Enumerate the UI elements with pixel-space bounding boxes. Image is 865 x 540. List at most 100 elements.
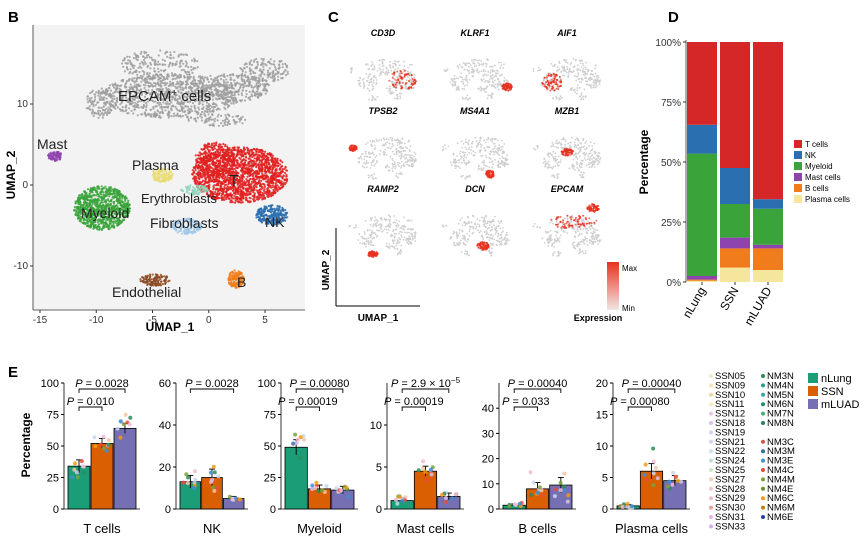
umap-cell-point (261, 155, 264, 158)
umap-cell-point (164, 52, 167, 55)
umap-cell-point (225, 187, 228, 190)
umap-cell-point (198, 82, 201, 85)
umap-cell-point (218, 180, 221, 183)
umap-cell-point (141, 77, 144, 80)
umap-cell-point (275, 164, 278, 167)
umap-cell-point (191, 173, 194, 176)
umap-cell-point (119, 222, 122, 225)
umap-cell-point (98, 97, 101, 100)
umap-cell-point (107, 225, 111, 228)
umap-cell-point (246, 175, 249, 178)
umap-cell-point (205, 107, 208, 110)
umap-cell-point (142, 63, 145, 66)
umap-cell-point (151, 88, 154, 92)
umap-cell-point (143, 50, 146, 53)
umap-cell-point (235, 98, 238, 101)
umap-cell-point (171, 90, 174, 93)
umap-cell-point (192, 95, 195, 99)
umap-cell-point (171, 174, 174, 177)
umap-cell-point (205, 101, 208, 104)
umap-cell-point (194, 169, 197, 172)
umap-cell-point (94, 201, 97, 204)
umap-cell-point (203, 110, 206, 113)
umap-cell-point (212, 110, 215, 113)
umap-cell-point (286, 70, 289, 73)
umap-cell-point (184, 53, 187, 56)
umap-cell-point (211, 176, 215, 179)
umap-cell-point (217, 124, 220, 127)
umap-cell-point (200, 187, 203, 190)
umap-cell-point (194, 231, 197, 234)
umap-cell-point (219, 167, 222, 170)
umap-cell-point (121, 59, 125, 62)
umap-cell-point (161, 112, 165, 115)
umap-cell-point (183, 92, 186, 95)
umap-cell-point (193, 59, 196, 62)
umap-cell-point (224, 163, 227, 166)
umap-cell-point (258, 197, 261, 200)
umap-cell-point (97, 195, 100, 198)
umap-cell-point (230, 73, 233, 76)
umap-cell-point (230, 153, 233, 156)
umap-cell-point (144, 62, 147, 65)
umap-cell-point (246, 199, 249, 203)
umap-cell-point (125, 96, 128, 99)
umap-cell-point (200, 116, 203, 119)
umap-cell-point (133, 84, 136, 87)
umap-cell-point (278, 63, 281, 66)
umap-cell-point (226, 81, 229, 84)
umap-cell-point (159, 96, 162, 99)
umap-cell-point (224, 118, 227, 122)
umap-cell-point (138, 76, 141, 79)
umap-cell-point (211, 113, 214, 116)
umap-cell-point (252, 163, 255, 166)
umap-cell-point (172, 105, 175, 108)
umap-cell-point (143, 78, 146, 81)
umap-cell-point (268, 162, 271, 165)
umap-cell-point (203, 173, 206, 176)
umap-cell-point (239, 196, 243, 200)
umap-cell-point (179, 75, 182, 78)
umap-cell-point (109, 103, 113, 106)
umap-cell-point (154, 82, 157, 85)
umap-cell-point (255, 160, 258, 163)
umap-cell-point (86, 222, 89, 225)
umap-cell-point (218, 108, 221, 111)
umap-cell-point (270, 174, 273, 177)
umap-cell-point (94, 93, 97, 96)
umap-cell-point (167, 178, 170, 181)
umap-cell-point (181, 86, 184, 89)
umap-cell-point (208, 157, 212, 160)
umap-cell-point (118, 202, 121, 205)
umap-cell-point (176, 109, 179, 112)
umap-cell-point (100, 195, 103, 198)
umap-cell-point (202, 106, 205, 109)
umap-cell-point (241, 78, 244, 81)
umap-cell-point (77, 216, 80, 219)
umap-cell-point (242, 190, 245, 193)
umap-cell-point (224, 190, 227, 193)
umap-cell-point (222, 190, 225, 193)
umap-cell-point (194, 67, 197, 70)
umap-cell-point (161, 58, 164, 61)
umap-cell-point (197, 163, 200, 166)
umap-cell-point (215, 187, 218, 190)
umap-cell-point (212, 102, 215, 105)
umap-cell-point (277, 75, 280, 78)
umap-cell-point (256, 155, 259, 158)
umap-cell-point (226, 196, 229, 199)
umap-cell-point (230, 151, 233, 154)
umap-cell-point (52, 154, 56, 157)
umap-cell-point (268, 189, 271, 192)
umap-cell-point (224, 157, 227, 160)
umap-cell-point (237, 146, 241, 149)
umap-cell-point (92, 100, 95, 103)
umap-cell-point (110, 199, 113, 202)
umap-cell-point (261, 158, 265, 161)
umap-cell-point (130, 109, 133, 112)
umap-cell-point (239, 177, 242, 180)
umap-cell-point (201, 163, 204, 166)
umap-cell-point (161, 63, 164, 66)
umap-cell-point (108, 186, 111, 189)
umap-cell-point (248, 62, 251, 65)
